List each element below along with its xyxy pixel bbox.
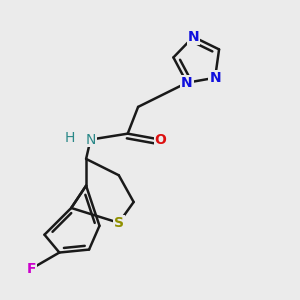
Text: H: H bbox=[64, 131, 75, 145]
Text: F: F bbox=[26, 262, 36, 276]
Text: N: N bbox=[181, 76, 193, 90]
Text: N: N bbox=[188, 30, 199, 44]
Text: N: N bbox=[85, 133, 96, 147]
Text: N: N bbox=[209, 71, 221, 85]
Text: S: S bbox=[114, 216, 124, 230]
Text: O: O bbox=[154, 133, 166, 147]
